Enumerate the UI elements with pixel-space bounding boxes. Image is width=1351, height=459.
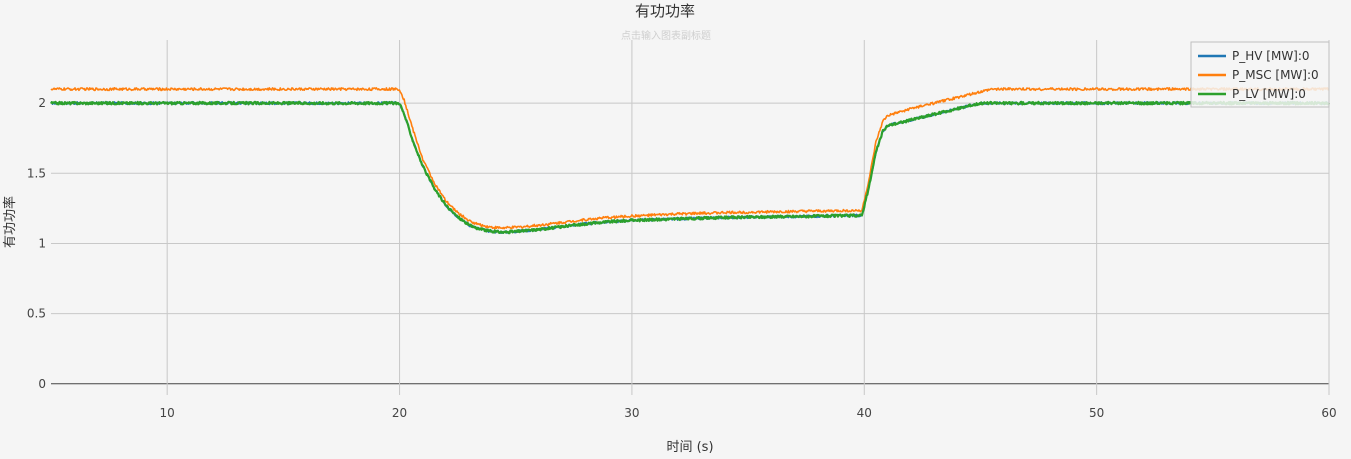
- legend-label[interactable]: P_MSC [MW]:0: [1232, 68, 1319, 82]
- x-tick-label: 20: [392, 406, 407, 420]
- y-axis-title: 有功功率: [2, 196, 18, 248]
- chart-subtitle[interactable]: 点击输入图表副标题: [621, 29, 711, 42]
- x-tick-label: 30: [624, 406, 639, 420]
- x-tick-label: 40: [857, 406, 872, 420]
- y-tick-label: 1.5: [27, 166, 46, 180]
- y-tick-label: 0.5: [27, 307, 46, 321]
- y-tick-label: 2: [38, 96, 46, 110]
- x-axis-title: 时间 (s): [666, 440, 713, 455]
- x-tick-label: 10: [160, 406, 175, 420]
- series-line-p-lv: [50, 100, 1330, 235]
- x-axis-ticks: 10 20 30 40 50 60: [160, 406, 1337, 420]
- x-tick-label: 60: [1321, 406, 1336, 420]
- y-tick-label: 0: [38, 377, 46, 391]
- series-lines: [50, 87, 1330, 235]
- y-axis-ticks: 0 0.5 1 1.5 2: [27, 96, 46, 391]
- y-tick-label: 1: [38, 236, 46, 250]
- legend[interactable]: P_HV [MW]:0 P_MSC [MW]:0 P_LV [MW]:0: [1190, 41, 1330, 108]
- legend-label[interactable]: P_LV [MW]:0: [1232, 87, 1306, 101]
- series-line-p-msc: [50, 87, 1330, 230]
- chart-title: 有功功率: [635, 2, 695, 20]
- x-tick-label: 50: [1089, 406, 1104, 420]
- legend-label[interactable]: P_HV [MW]:0: [1232, 49, 1310, 63]
